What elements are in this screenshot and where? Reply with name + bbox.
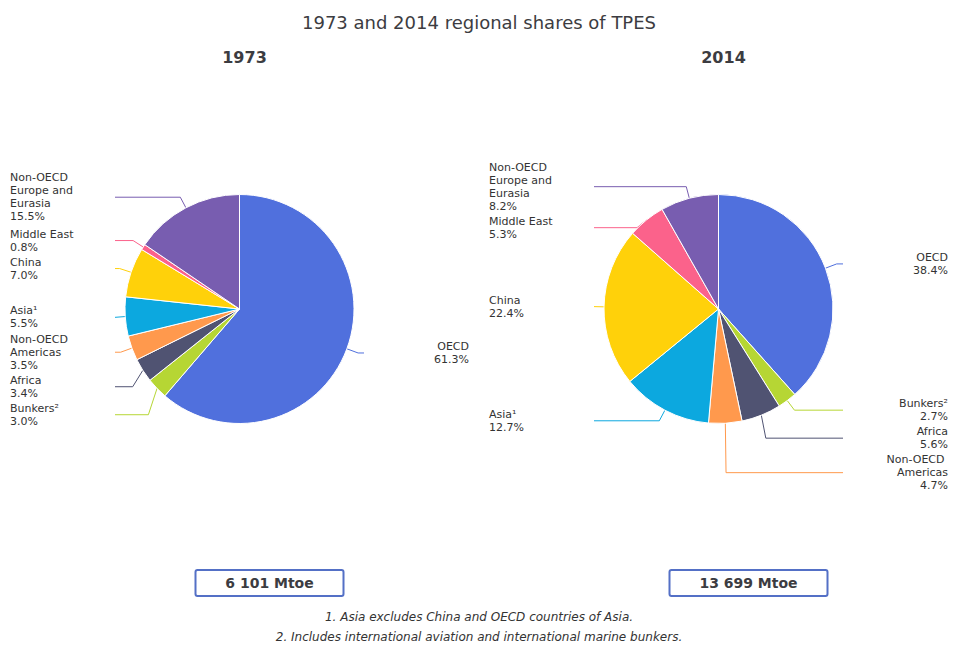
svg-text:3.0%: 3.0% bbox=[10, 415, 38, 428]
svg-text:Europe and: Europe and bbox=[489, 174, 555, 187]
svg-text:OECD: OECD bbox=[437, 340, 469, 353]
svg-text:1. Asia excludes China and OEC: 1. Asia excludes China and OECD countrie… bbox=[325, 610, 633, 624]
svg-text:1973 and 2014 regional shares: 1973 and 2014 regional shares of TPES bbox=[302, 12, 656, 33]
svg-text:Eurasia: Eurasia bbox=[489, 187, 530, 200]
svg-text:Non-OECD: Non-OECD bbox=[10, 333, 71, 346]
svg-text:1973: 1973 bbox=[222, 48, 267, 67]
svg-text:Middle East: Middle East bbox=[489, 215, 553, 228]
svg-text:2014: 2014 bbox=[701, 48, 746, 67]
svg-text:5.3%: 5.3% bbox=[489, 228, 517, 241]
svg-text:China: China bbox=[489, 294, 520, 307]
svg-text:5.5%: 5.5% bbox=[10, 317, 38, 330]
svg-text:22.4%: 22.4% bbox=[489, 307, 524, 320]
svg-text:3.5%: 3.5% bbox=[10, 359, 38, 372]
svg-text:2.7%: 2.7% bbox=[920, 410, 948, 423]
svg-text:5.6%: 5.6% bbox=[920, 438, 948, 451]
svg-text:2. Includes international avia: 2. Includes international aviation and i… bbox=[276, 630, 682, 644]
svg-text:13 699 Mtoe: 13 699 Mtoe bbox=[699, 575, 797, 591]
svg-text:China: China bbox=[10, 256, 41, 269]
svg-text:Bunkers²: Bunkers² bbox=[10, 402, 59, 415]
svg-text:Bunkers²: Bunkers² bbox=[899, 397, 948, 410]
svg-text:0.8%: 0.8% bbox=[10, 241, 38, 254]
svg-text:Africa: Africa bbox=[917, 425, 948, 438]
svg-text:Non-OECD: Non-OECD bbox=[10, 171, 71, 184]
svg-text:38.4%: 38.4% bbox=[913, 264, 948, 277]
svg-text:Eurasia: Eurasia bbox=[10, 197, 51, 210]
svg-text:Africa: Africa bbox=[10, 374, 41, 387]
svg-text:15.5%: 15.5% bbox=[10, 210, 45, 223]
svg-text:Europe and: Europe and bbox=[10, 184, 76, 197]
svg-text:Non-OECD: Non-OECD bbox=[489, 161, 550, 174]
svg-text:Non-OECD: Non-OECD bbox=[887, 453, 948, 466]
svg-text:Americas: Americas bbox=[10, 346, 61, 359]
svg-text:12.7%: 12.7% bbox=[489, 421, 524, 434]
svg-text:6 101 Mtoe: 6 101 Mtoe bbox=[225, 575, 313, 591]
svg-text:Middle East: Middle East bbox=[10, 228, 74, 241]
svg-text:7.0%: 7.0% bbox=[10, 269, 38, 282]
svg-text:3.4%: 3.4% bbox=[10, 387, 38, 400]
svg-text:OECD: OECD bbox=[916, 251, 948, 264]
svg-text:Americas: Americas bbox=[897, 466, 948, 479]
svg-text:Asia¹: Asia¹ bbox=[489, 408, 516, 421]
svg-text:8.2%: 8.2% bbox=[489, 200, 517, 213]
svg-text:Asia¹: Asia¹ bbox=[10, 304, 37, 317]
svg-text:61.3%: 61.3% bbox=[434, 353, 469, 366]
svg-text:4.7%: 4.7% bbox=[920, 479, 948, 492]
